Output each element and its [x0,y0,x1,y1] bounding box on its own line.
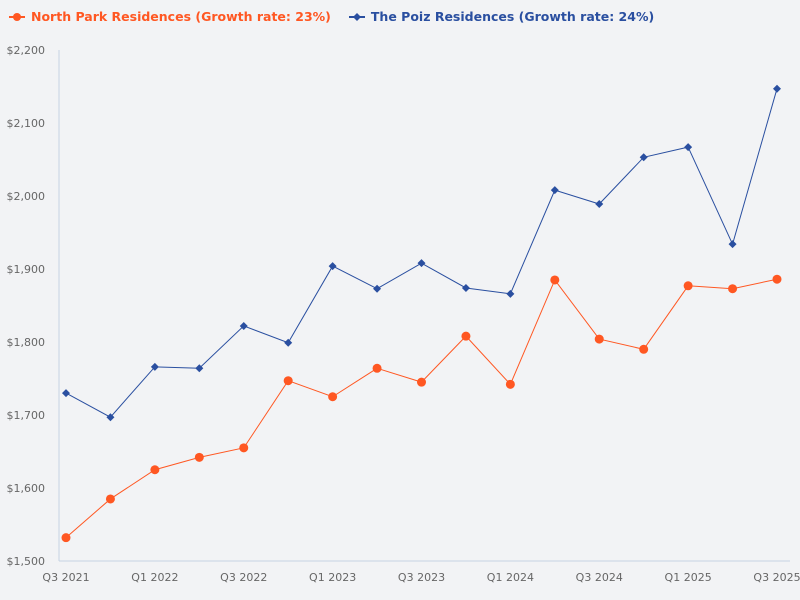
data-point [328,262,337,271]
data-point [328,392,338,402]
y-tick-label: $1,500 [7,555,46,568]
x-tick-label: Q3 2021 [42,571,89,584]
x-tick-label: Q3 2025 [753,571,800,584]
data-point [461,283,470,292]
series-line-1 [65,88,778,418]
data-point [506,289,515,298]
circle-marker-icon [9,12,25,21]
legend: North Park Residences (Growth rate: 23%)… [9,9,654,24]
data-point [773,84,781,93]
y-tick-label: $1,800 [7,336,46,349]
data-point [728,240,737,249]
data-point [772,274,782,284]
y-tick-label: $1,600 [7,482,46,495]
data-point [150,465,160,475]
x-tick-label: Q3 2024 [576,571,623,584]
data-point [461,331,471,341]
data-point [639,153,648,162]
data-point [239,321,248,330]
data-point [639,344,649,354]
y-tick-label: $2,000 [7,190,46,203]
data-point [195,364,204,373]
x-tick-label: Q1 2025 [665,571,712,584]
x-tick-label: Q1 2023 [309,571,356,584]
data-point [150,362,159,371]
data-point [683,281,693,291]
x-tick-label: Q1 2022 [131,571,178,584]
x-tick-label: Q1 2024 [487,571,534,584]
data-point [684,143,693,152]
data-point [372,363,382,373]
data-point [373,284,382,293]
data-point [417,259,426,268]
y-tick-label: $2,100 [7,117,46,130]
x-tick-label: Q3 2022 [220,571,267,584]
data-point [550,275,560,285]
diamond-marker-icon [348,12,365,21]
data-point [239,443,249,453]
legend-item-poiz[interactable]: The Poiz Residences (Growth rate: 24%) [348,9,655,24]
data-point [61,533,71,543]
data-point [505,379,515,389]
data-point [595,200,604,209]
x-tick-label: Q3 2023 [398,571,445,584]
legend-label: The Poiz Residences (Growth rate: 24%) [370,9,655,24]
legend-item-north-park[interactable]: North Park Residences (Growth rate: 23%) [9,9,331,24]
data-point [417,377,426,387]
data-point [106,413,115,422]
y-tick-label: $1,900 [7,263,46,276]
data-point [194,452,204,462]
data-point [62,389,70,398]
legend-label: North Park Residences (Growth rate: 23%) [31,9,331,24]
data-point [594,334,604,344]
data-point [728,284,738,294]
data-point [283,376,293,386]
data-point [550,186,559,195]
data-point [284,338,293,347]
y-tick-label: $2,200 [7,44,46,57]
series-line-0 [65,278,778,539]
data-point [105,494,115,504]
y-tick-label: $1,700 [7,409,46,422]
